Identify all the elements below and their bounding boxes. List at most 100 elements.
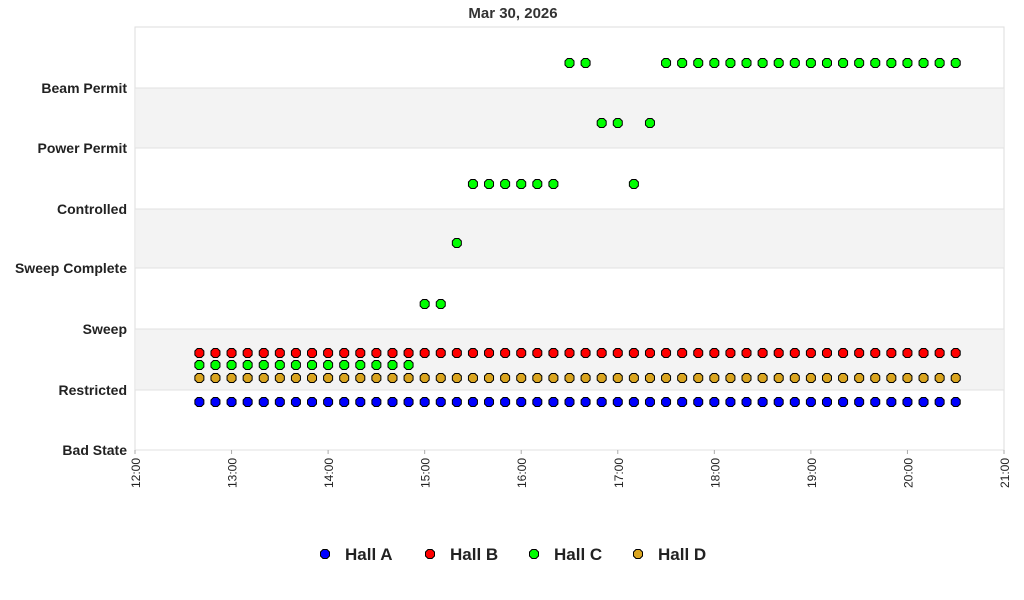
- data-point-hall-c: [838, 58, 849, 68]
- data-point-hall-b: [918, 348, 929, 358]
- legend-label: Hall D: [658, 545, 706, 564]
- data-point-hall-a: [677, 397, 688, 407]
- data-point-hall-a: [290, 397, 301, 407]
- data-point-hall-c: [323, 360, 334, 370]
- data-point-hall-d: [838, 373, 849, 383]
- data-point-hall-b: [757, 348, 768, 358]
- data-point-hall-d: [226, 373, 237, 383]
- data-point-hall-d: [484, 373, 495, 383]
- data-point-hall-d: [467, 373, 478, 383]
- data-point-hall-b: [258, 348, 269, 358]
- data-point-hall-a: [339, 397, 350, 407]
- x-tick-label: 15:00: [419, 458, 433, 488]
- data-point-hall-c: [870, 58, 881, 68]
- data-point-hall-c: [194, 360, 205, 370]
- plot-band: [136, 209, 1003, 268]
- data-point-hall-b: [516, 348, 527, 358]
- data-point-hall-d: [918, 373, 929, 383]
- data-point-hall-c: [677, 58, 688, 68]
- data-point-hall-b: [419, 348, 430, 358]
- y-tick-label: Beam Permit: [41, 80, 127, 96]
- data-point-hall-b: [274, 348, 285, 358]
- data-point-hall-a: [902, 397, 913, 407]
- data-point-hall-b: [838, 348, 849, 358]
- legend-marker: [529, 549, 539, 559]
- legend-item-hall-d[interactable]: Hall D: [633, 545, 707, 564]
- data-point-hall-a: [709, 397, 720, 407]
- data-point-hall-a: [661, 397, 672, 407]
- data-point-hall-d: [403, 373, 414, 383]
- data-point-hall-d: [451, 373, 462, 383]
- data-point-hall-a: [419, 397, 430, 407]
- data-point-hall-a: [274, 397, 285, 407]
- data-point-hall-c: [274, 360, 285, 370]
- data-point-hall-b: [870, 348, 881, 358]
- data-point-hall-a: [725, 397, 736, 407]
- data-point-hall-c: [596, 118, 607, 128]
- data-point-hall-b: [323, 348, 334, 358]
- y-tick-label: Restricted: [59, 382, 127, 398]
- data-point-hall-d: [419, 373, 430, 383]
- data-point-hall-b: [451, 348, 462, 358]
- y-tick-label: Power Permit: [38, 140, 128, 156]
- data-point-hall-b: [532, 348, 543, 358]
- data-point-hall-b: [886, 348, 897, 358]
- data-point-hall-a: [693, 397, 704, 407]
- legend-item-hall-b[interactable]: Hall B: [425, 545, 499, 564]
- data-point-hall-d: [435, 373, 446, 383]
- data-point-hall-d: [371, 373, 382, 383]
- data-point-hall-b: [242, 348, 253, 358]
- data-point-hall-c: [644, 118, 655, 128]
- data-point-hall-c: [210, 360, 221, 370]
- data-point-hall-a: [242, 397, 253, 407]
- legend-label: Hall A: [345, 545, 393, 564]
- x-tick-label: 20:00: [901, 458, 915, 488]
- data-point-hall-d: [242, 373, 253, 383]
- data-point-hall-c: [628, 179, 639, 189]
- data-point-hall-b: [500, 348, 511, 358]
- data-point-hall-d: [516, 373, 527, 383]
- data-point-hall-c: [258, 360, 269, 370]
- data-point-hall-c: [467, 179, 478, 189]
- data-point-hall-d: [387, 373, 398, 383]
- data-point-hall-a: [741, 397, 752, 407]
- data-point-hall-b: [339, 348, 350, 358]
- data-point-hall-a: [564, 397, 575, 407]
- data-point-hall-d: [258, 373, 269, 383]
- y-tick-label: Sweep: [83, 321, 127, 337]
- data-point-hall-a: [773, 397, 784, 407]
- data-point-hall-a: [323, 397, 334, 407]
- data-point-hall-b: [371, 348, 382, 358]
- data-point-hall-a: [918, 397, 929, 407]
- data-point-hall-c: [821, 58, 832, 68]
- data-point-hall-b: [950, 348, 961, 358]
- data-point-hall-a: [194, 397, 205, 407]
- data-point-hall-d: [290, 373, 301, 383]
- data-point-hall-d: [532, 373, 543, 383]
- data-point-hall-d: [548, 373, 559, 383]
- legend-item-hall-a[interactable]: Hall A: [320, 545, 393, 564]
- data-point-hall-c: [789, 58, 800, 68]
- data-point-hall-a: [950, 397, 961, 407]
- legend-label: Hall C: [554, 545, 602, 564]
- data-point-hall-b: [403, 348, 414, 358]
- chart-title: Mar 30, 2026: [468, 5, 557, 22]
- data-point-hall-a: [789, 397, 800, 407]
- data-point-hall-a: [805, 397, 816, 407]
- data-point-hall-c: [741, 58, 752, 68]
- data-point-hall-d: [500, 373, 511, 383]
- legend-item-hall-c[interactable]: Hall C: [529, 545, 603, 564]
- data-point-hall-c: [757, 58, 768, 68]
- data-point-hall-a: [355, 397, 366, 407]
- data-point-hall-d: [950, 373, 961, 383]
- data-point-hall-c: [355, 360, 366, 370]
- data-point-hall-c: [854, 58, 865, 68]
- x-tick-label: 12:00: [129, 458, 143, 488]
- data-point-hall-b: [677, 348, 688, 358]
- data-point-hall-b: [902, 348, 913, 358]
- data-point-hall-d: [628, 373, 639, 383]
- data-point-hall-c: [934, 58, 945, 68]
- x-tick-label: 13:00: [226, 458, 240, 488]
